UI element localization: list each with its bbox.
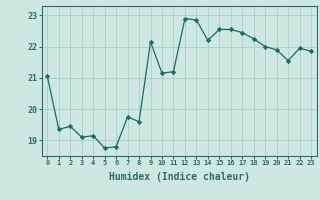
- X-axis label: Humidex (Indice chaleur): Humidex (Indice chaleur): [109, 172, 250, 182]
